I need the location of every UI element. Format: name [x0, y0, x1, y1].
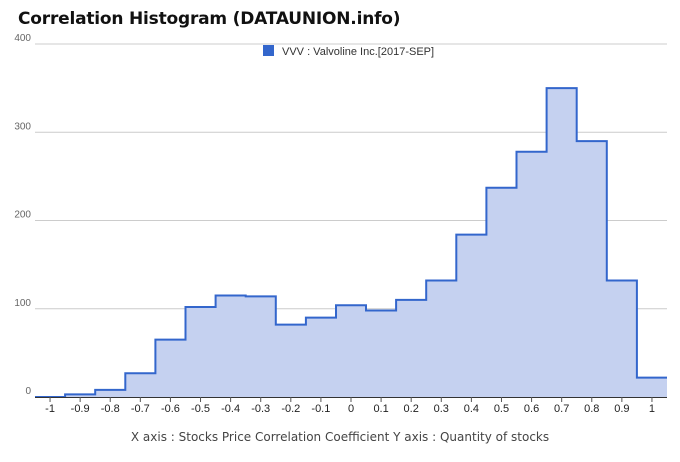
x-tick-label: -0.1: [311, 403, 330, 415]
x-tick-label: -0.7: [131, 403, 150, 415]
x-tick-label: -1: [45, 403, 55, 415]
x-tick-label: 1: [649, 403, 655, 415]
y-tick-label: 0: [25, 386, 31, 397]
x-tick-label: 0.7: [554, 403, 569, 415]
histogram-area-fill: [35, 88, 667, 397]
x-tick-label: -0.9: [71, 403, 90, 415]
histogram-step-line: [35, 87, 667, 398]
legend-swatch: [263, 45, 274, 56]
x-tick-label: 0.6: [524, 403, 539, 415]
y-tick-label: 100: [14, 298, 31, 309]
y-tick-label: 400: [14, 33, 31, 44]
x-tick-label: 0.4: [464, 403, 479, 415]
x-tick-label: -0.3: [251, 403, 270, 415]
x-tick-label: -0.4: [221, 403, 240, 415]
x-tick-label: -0.5: [191, 403, 210, 415]
x-tick-label: 0.2: [404, 403, 419, 415]
x-tick-label: -0.6: [161, 403, 180, 415]
x-tick-label: 0.9: [614, 403, 629, 415]
x-tick-label: 0.1: [373, 403, 388, 415]
x-axis-ticks: -1 -0.9 -0.8 -0.7 -0.6 -0.5 -0.4 -0.3 -0.2 -0.1 0 0…: [45, 397, 655, 415]
x-tick-label: -0.8: [101, 403, 120, 415]
x-tick-label: 0.5: [494, 403, 509, 415]
x-tick-label: 0.8: [584, 403, 599, 415]
y-tick-label: 300: [14, 121, 31, 132]
legend-label: VVV : Valvoline Inc.[2017-SEP]: [282, 46, 434, 58]
axes-description: X axis : Stocks Price Correlation Coeffi…: [130, 430, 550, 444]
chart-title: Correlation Histogram (DATAUNION.info): [18, 9, 401, 29]
x-tick-label: 0: [348, 403, 354, 415]
x-tick-label: 0.3: [434, 403, 449, 415]
x-tick-label: -0.2: [281, 403, 300, 415]
legend[interactable]: VVV : Valvoline Inc.[2017-SEP]: [263, 45, 434, 58]
y-axis-ticks: 0 100 200 300 400: [14, 33, 31, 397]
y-tick-label: 200: [14, 210, 31, 221]
